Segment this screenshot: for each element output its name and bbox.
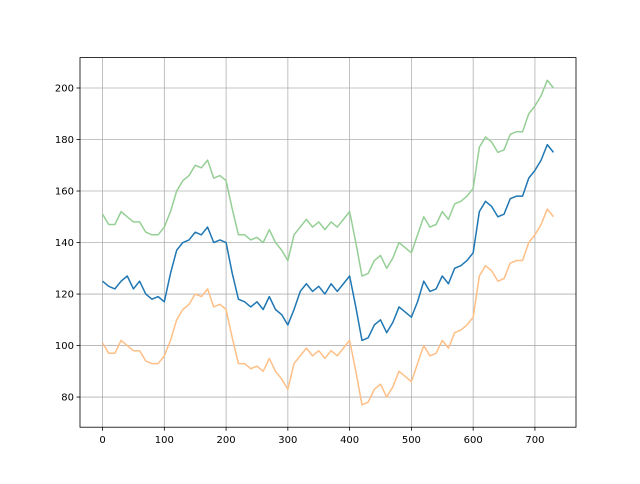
y-tick-label: 140	[55, 238, 74, 249]
x-tick-label: 0	[99, 435, 105, 446]
x-tick-label: 100	[155, 435, 174, 446]
x-tick-label: 500	[402, 435, 421, 446]
y-tick-label: 120	[55, 290, 74, 301]
x-tick-label: 300	[278, 435, 297, 446]
x-tick-label: 700	[525, 435, 544, 446]
y-tick-label: 160	[55, 187, 74, 198]
y-tick-label: 200	[55, 83, 74, 94]
line	[102, 143, 555, 342]
plot-frame	[79, 57, 577, 428]
x-tick-label: 400	[340, 435, 359, 446]
y-tick-label: 80	[61, 393, 74, 404]
x-tick-label: 600	[464, 435, 483, 446]
line	[101, 79, 555, 277]
line	[101, 208, 555, 406]
y-tick-label: 180	[55, 135, 74, 146]
x-tick-label: 200	[217, 435, 236, 446]
y-tick-label: 100	[55, 341, 74, 352]
